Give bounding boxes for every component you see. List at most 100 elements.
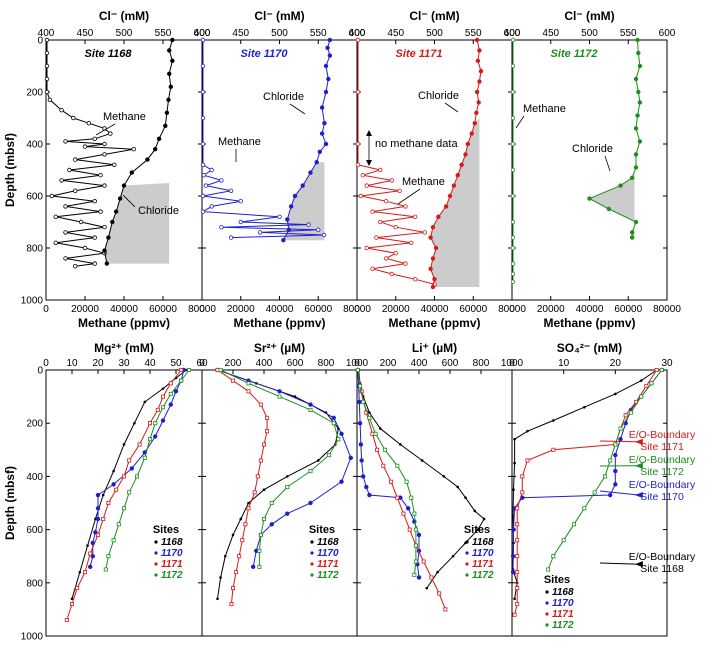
series-1168-point — [133, 421, 136, 425]
chloride-axis-label: Cl⁻ (mM) — [99, 9, 149, 23]
series-1172-point — [551, 554, 556, 559]
series-1172-line — [105, 369, 190, 570]
top-0-cl-xtick-label: 550 — [155, 28, 172, 39]
series-1172-point — [603, 474, 608, 479]
methane-point — [510, 167, 516, 173]
chloride-point — [636, 50, 641, 56]
chloride-point — [477, 48, 482, 53]
series-1170-point — [510, 554, 516, 559]
methane-point — [389, 271, 395, 277]
series-1168-point — [473, 509, 477, 513]
chloride-point — [443, 204, 449, 209]
top-0-cl-xtick-label: 400 — [38, 28, 55, 39]
series-1170-point — [367, 492, 372, 498]
chloride-point — [432, 277, 437, 282]
series-1172-line — [357, 369, 417, 575]
arrow-head-up — [366, 130, 372, 136]
series-1170-point — [95, 492, 101, 498]
methane-point — [360, 172, 366, 178]
methane-point — [412, 277, 418, 282]
series-1172-point — [308, 469, 313, 474]
methane-point — [200, 37, 206, 43]
eo-arrow — [599, 440, 639, 443]
series-1171-point — [246, 389, 251, 394]
series-1172-point — [257, 564, 262, 569]
series-1172-point — [404, 479, 409, 484]
chloride-point — [106, 235, 111, 240]
series-1171-point — [407, 527, 412, 532]
legend-entry: 1170 — [161, 548, 183, 559]
series-1171-point — [64, 618, 69, 623]
methane-point — [200, 141, 206, 147]
chloride-point — [319, 105, 325, 110]
series-1172-point — [269, 500, 274, 505]
series-1171-point — [230, 586, 235, 591]
methane-point — [102, 152, 107, 157]
bot-1-xtick-label: 1000 — [346, 358, 369, 369]
series-1172-point — [608, 458, 613, 463]
series-1171-point — [265, 429, 270, 434]
top-3-frame — [511, 39, 668, 301]
chloride-line — [588, 39, 641, 238]
series-1172-point — [395, 463, 400, 468]
series-1170-point — [361, 474, 366, 479]
methane-point — [355, 89, 361, 95]
series-1171-point — [168, 381, 173, 386]
chloride-point — [428, 266, 433, 271]
annotation-leader — [95, 123, 116, 136]
methane-point — [403, 204, 408, 209]
chloride-point — [637, 139, 643, 144]
series-1171-point — [179, 367, 184, 372]
series-1171-point — [137, 442, 142, 447]
series-1170-point — [613, 452, 618, 458]
bot-2-xtick-label: 0 — [354, 358, 360, 369]
eo-arrow-head — [634, 462, 643, 469]
chloride-point — [430, 256, 436, 261]
series-1171-point — [515, 602, 520, 607]
series-1171-point — [147, 421, 152, 426]
series-1172-point — [412, 511, 417, 516]
methane-point — [200, 162, 206, 167]
methane-point — [98, 172, 103, 178]
series-1172-point — [373, 431, 378, 436]
methane-point — [47, 97, 53, 102]
series-1168-point — [512, 488, 515, 492]
series-1168-point — [436, 570, 439, 574]
series-1170-point — [129, 466, 134, 471]
series-1171-point — [252, 490, 257, 495]
top-0-me-xtick-label: 80000 — [188, 304, 216, 315]
series-1171-point — [520, 490, 525, 495]
top-0-cl-xtick-label: 500 — [116, 28, 133, 39]
series-1172-point — [186, 367, 191, 372]
series-1171-point — [515, 522, 520, 527]
series-1170-point — [358, 442, 364, 447]
series-1172-line — [547, 369, 663, 570]
series-1168-point — [285, 475, 289, 478]
legend-marker — [154, 562, 158, 566]
series-1172-point — [358, 383, 363, 388]
top-1-me-xtick-label: 0 — [199, 304, 205, 315]
methane-point — [49, 193, 55, 199]
top-0-me-xtick-label: 40000 — [110, 304, 138, 315]
x-axis-label: Mg²⁺ (mM) — [94, 341, 154, 355]
series-1172-point — [413, 559, 418, 564]
legend-marker — [154, 551, 158, 555]
chloride-point — [281, 237, 286, 243]
series-1170-point — [250, 564, 256, 570]
methane-point — [510, 279, 516, 284]
methane-axis-label: Methane (ppmv) — [78, 316, 170, 330]
chloride-point — [314, 159, 319, 165]
legend-entry: 1171 — [317, 559, 339, 570]
series-1171-point — [515, 538, 520, 543]
methane-point — [358, 193, 364, 199]
series-1171-point — [83, 570, 88, 575]
series-1172-point — [111, 538, 116, 543]
methane-point — [510, 141, 516, 147]
series-1168-point — [143, 400, 147, 404]
legend-entry: 1172 — [472, 570, 494, 581]
series-1170-point — [364, 484, 369, 490]
chloride-point — [285, 217, 290, 222]
chloride-point — [587, 196, 592, 201]
top-0-ytick-label: 800 — [26, 244, 43, 255]
